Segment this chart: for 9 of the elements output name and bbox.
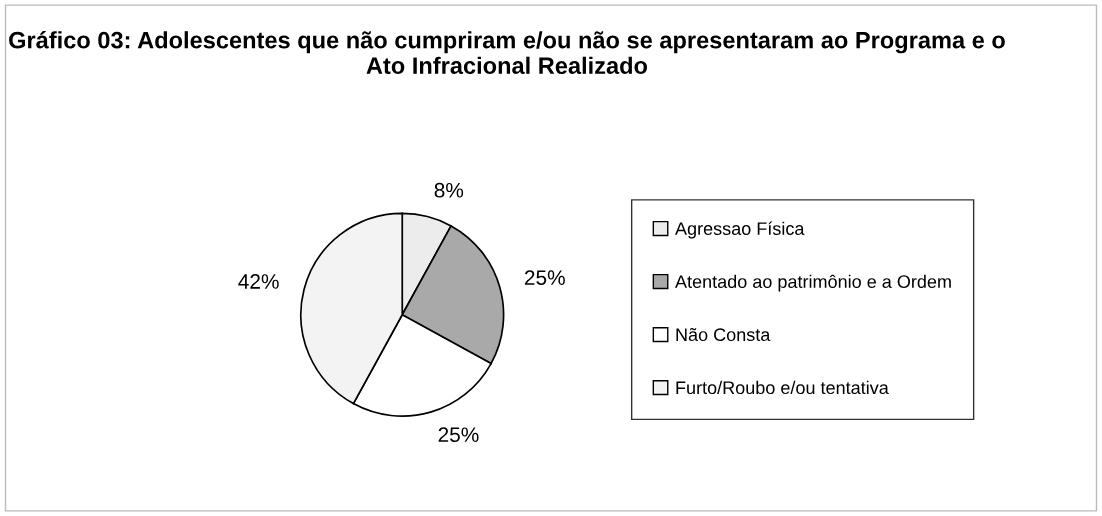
legend-label: Não Consta [676, 327, 771, 342]
data-label: 25% [438, 427, 479, 443]
data-label: 42% [238, 274, 279, 289]
legend-label: Furto/Roubo e/ou tentativa [676, 380, 889, 395]
legend-label: Atentado ao patrimônio e a Ordem [675, 274, 951, 292]
legend-label: Agressao Física [675, 221, 805, 239]
chart-title: Gráfico 03: Adolescentes que não cumpriram e/ou não se apresentaram ao Programa e o Ato Infracional Realizado [9, 30, 1005, 75]
data-label: 8% [434, 182, 464, 198]
data-label: 25% [524, 270, 565, 285]
